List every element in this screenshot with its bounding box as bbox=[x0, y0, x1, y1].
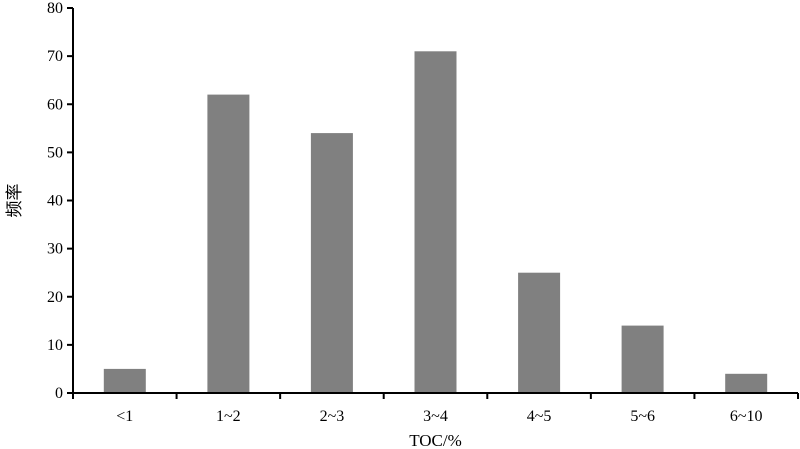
y-tick-label-7: 70 bbox=[47, 48, 63, 65]
y-axis: 0 10 20 30 40 50 60 70 80 bbox=[47, 0, 74, 402]
x-axis: <1 1~2 2~3 3~4 4~5 5~6 6~10 bbox=[72, 392, 799, 425]
x-tick-label-3: 3~4 bbox=[423, 408, 448, 425]
x-tick-label-5: 5~6 bbox=[630, 408, 655, 425]
bar-1 bbox=[207, 94, 250, 393]
bar-4 bbox=[518, 272, 561, 393]
bar-6 bbox=[725, 373, 768, 394]
bar-0 bbox=[103, 368, 146, 393]
x-tick-label-2: 2~3 bbox=[320, 408, 345, 425]
x-tick-label-0: <1 bbox=[116, 408, 133, 425]
bar-2 bbox=[310, 133, 353, 393]
x-tick-label-4: 4~5 bbox=[527, 408, 552, 425]
bar-3 bbox=[414, 51, 457, 394]
y-tick-label-6: 60 bbox=[47, 96, 63, 113]
bar-5 bbox=[621, 325, 664, 393]
y-tick-label-5: 50 bbox=[47, 144, 63, 161]
y-tick-label-4: 40 bbox=[47, 193, 63, 210]
y-axis-title: 频率 bbox=[5, 184, 24, 218]
x-axis-title: TOC/% bbox=[409, 431, 462, 449]
y-tick-label-0: 0 bbox=[55, 385, 63, 402]
y-tick-label-8: 80 bbox=[47, 0, 63, 17]
y-tick-label-2: 20 bbox=[47, 289, 63, 306]
x-tick-label-6: 6~10 bbox=[730, 408, 763, 425]
y-tick-label-1: 10 bbox=[47, 337, 63, 354]
x-tick-label-1: 1~2 bbox=[216, 408, 241, 425]
bars bbox=[103, 51, 768, 394]
y-tick-label-3: 30 bbox=[47, 241, 63, 258]
